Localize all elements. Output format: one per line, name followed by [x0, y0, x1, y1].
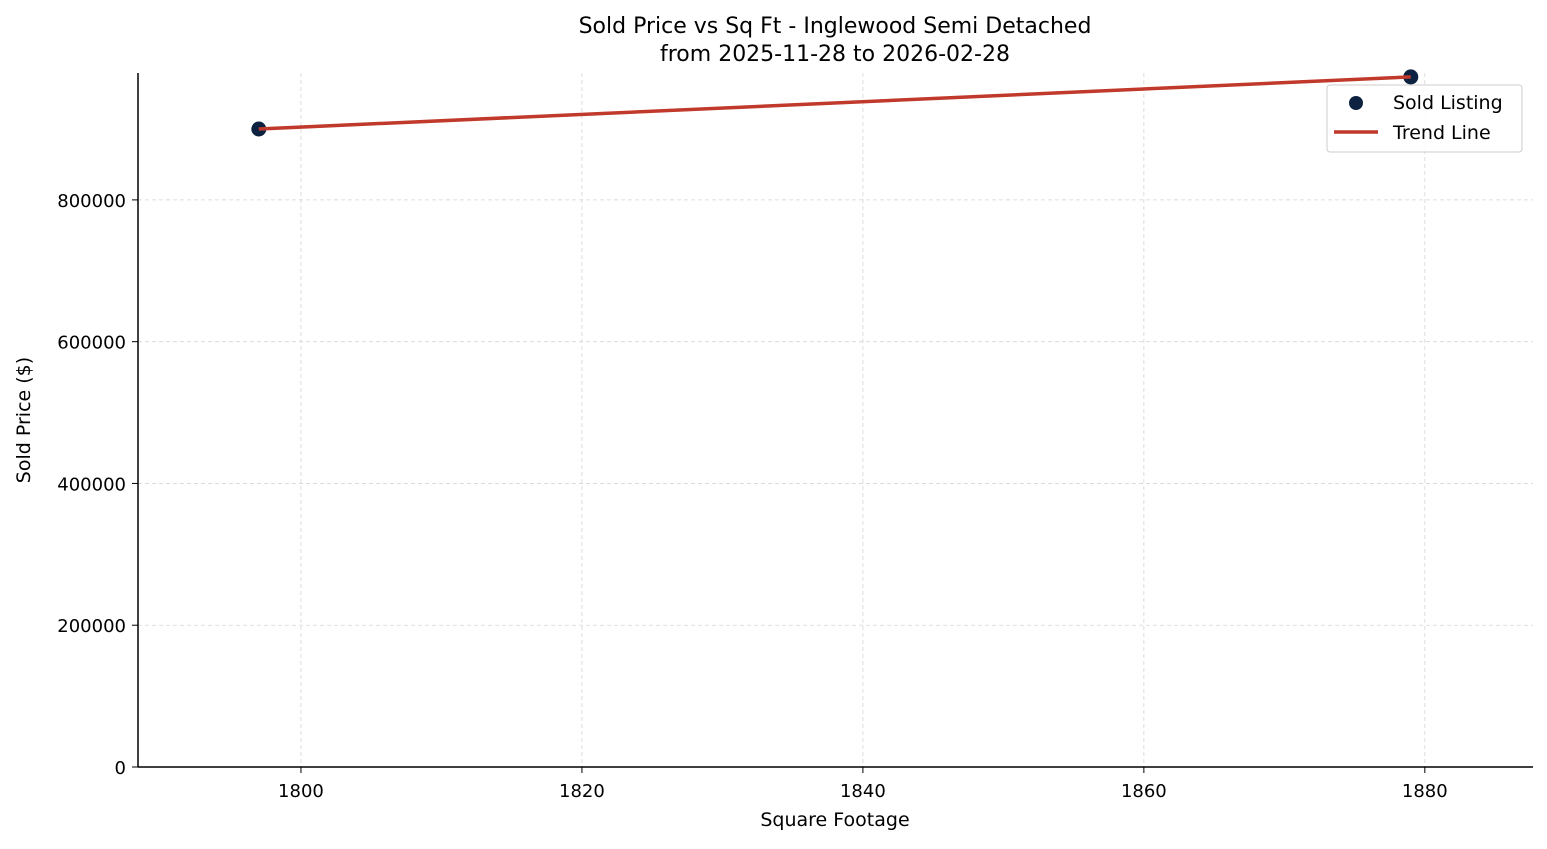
x-tick-label: 1860	[1121, 781, 1167, 802]
chart-title: Sold Price vs Sq Ft - Inglewood Semi Det…	[579, 14, 1092, 39]
y-tick-label: 200000	[57, 616, 126, 637]
legend: Sold Listing Trend Line	[1326, 84, 1523, 153]
legend-marker-sold-listing	[1349, 96, 1363, 110]
x-tick-label: 1820	[559, 781, 605, 802]
ticks: 1800 1820 1840 1860 1880 0 200000 400000 600000 8…	[57, 191, 1447, 802]
legend-label-trend-line: Trend Line	[1392, 122, 1491, 144]
y-tick-label: 400000	[57, 474, 126, 495]
chart-subtitle: from 2025-11-28 to 2026-02-28	[660, 42, 1010, 67]
y-tick-label: 0	[115, 758, 126, 779]
marks	[251, 69, 1419, 137]
x-tick-label: 1880	[1402, 781, 1448, 802]
trend-line	[258, 75, 1411, 131]
grid	[138, 73, 1533, 767]
legend-label-sold-listing: Sold Listing	[1393, 92, 1503, 114]
x-tick-label: 1800	[278, 781, 324, 802]
y-tick-label: 600000	[57, 333, 126, 354]
y-tick-label: 800000	[57, 191, 126, 212]
x-axis-label: Square Footage	[760, 809, 909, 831]
y-axis-label: Sold Price ($)	[13, 357, 35, 483]
legend-box	[1326, 84, 1523, 153]
x-tick-label: 1840	[840, 781, 886, 802]
